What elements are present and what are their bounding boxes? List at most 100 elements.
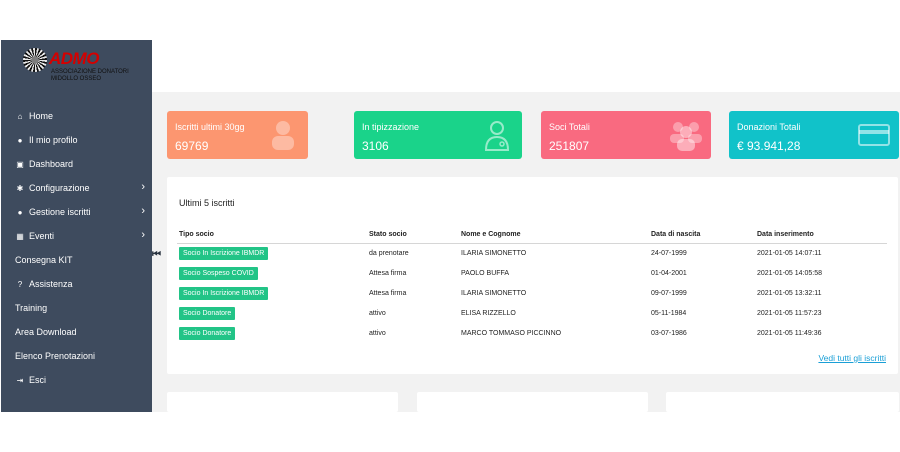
dashboard-content: ⏮ Iscritti ultimi 30gg 69769 In tipizzaz… [152, 92, 900, 412]
sidebar: ADMO ASSOCIAZIONE DONATORI MIDOLLO OSSEO… [1, 40, 152, 412]
member-name: ILARIA SIMONETTO [461, 249, 527, 257]
member-status: attivo [369, 309, 386, 317]
users-icon: ● [17, 207, 23, 217]
table-row[interactable]: Socio Sospeso COVID Attesa firma PAOLO B… [177, 263, 887, 283]
sidebar-collapse-icon[interactable]: ⏮ [152, 249, 161, 260]
sidebar-nav: ⌂ Home ● Il mio profilo ▣ Dashboard ✱ Co… [1, 104, 152, 392]
logo-brand: ADMO [49, 49, 99, 68]
sidebar-item-label: Eventi [29, 231, 55, 241]
calendar-icon: ▦ [16, 231, 24, 241]
sidebar-item-label: Area Download [15, 327, 77, 337]
doctor-icon [484, 121, 510, 151]
sidebar-item-dashboard[interactable]: ▣ Dashboard [1, 152, 152, 176]
column-header[interactable]: Data di nascita [649, 227, 755, 244]
widget-panel [417, 392, 648, 412]
sidebar-item-eventi[interactable]: ▦ Eventi › [1, 224, 152, 248]
sidebar-item-label: Dashboard [29, 159, 74, 169]
member-status: attivo [369, 329, 386, 337]
member-type-badge: Socio Donatore [179, 326, 236, 340]
sidebar-item-esci[interactable]: ⇥ Esci [1, 368, 152, 392]
member-status: Attesa firma [369, 289, 407, 297]
sidebar-item-assistenza[interactable]: ? Assistenza [1, 272, 152, 296]
sidebar-item-label: Home [29, 111, 54, 121]
sidebar-item-label: Il mio profilo [29, 135, 78, 145]
member-birth-date: 01-04-2001 [651, 269, 687, 277]
card-donazioni-totali[interactable]: Donazioni Totali € 93.941,28 [729, 111, 899, 159]
panel-title: Ultimi 5 iscritti [179, 198, 235, 208]
column-header[interactable]: Tipo socio [177, 227, 367, 244]
logo-subtitle-1: ASSOCIAZIONE DONATORI [51, 69, 129, 75]
table-row[interactable]: Socio In Iscrizione IBMDR da prenotare I… [177, 243, 887, 263]
member-name: ILARIA SIMONETTO [461, 289, 527, 297]
sidebar-item-label: Gestione iscritti [29, 207, 91, 217]
home-icon: ⌂ [17, 111, 23, 121]
sidebar-item-label: Elenco Prenotazioni [15, 351, 96, 361]
user-icon [272, 121, 294, 150]
member-inserted-date: 2021-01-05 11:49:36 [757, 329, 822, 337]
widget-panel [666, 392, 899, 412]
sidebar-item-training[interactable]: Training [1, 296, 152, 320]
sidebar-item-label: Esci [29, 375, 47, 385]
sidebar-item-configurazione[interactable]: ✱ Configurazione › [1, 176, 152, 200]
recent-members-panel: Ultimi 5 iscritti Tipo socio Stato socio… [167, 177, 898, 374]
sidebar-item-home[interactable]: ⌂ Home [1, 104, 152, 128]
member-inserted-date: 2021-01-05 13:32:11 [757, 289, 822, 297]
card-iscritti-ultimi-30gg[interactable]: Iscritti ultimi 30gg 69769 [167, 111, 308, 159]
top-bar [152, 40, 900, 92]
sidebar-item-elenco-prenotazioni[interactable]: Elenco Prenotazioni [1, 344, 152, 368]
member-birth-date: 03-07-1986 [651, 329, 687, 337]
member-inserted-date: 2021-01-05 14:07:11 [757, 249, 822, 257]
member-birth-date: 24-07-1999 [651, 249, 687, 257]
table-row[interactable]: Socio Donatore attivo MARCO TOMMASO PICC… [177, 323, 887, 343]
member-type-badge: Socio In Iscrizione IBMDR [179, 246, 269, 260]
widget-panel [167, 392, 398, 412]
admo-logo[interactable]: ADMO ASSOCIAZIONE DONATORI MIDOLLO OSSEO [23, 48, 133, 84]
card-value: 3106 [362, 139, 389, 153]
dashboard-icon: ▣ [16, 159, 24, 169]
card-in-tipizzazione[interactable]: In tipizzazione 3106 [354, 111, 522, 159]
sidebar-item-area-download[interactable]: Area Download [1, 320, 152, 344]
chevron-right-icon: › [141, 181, 145, 193]
card-label: Iscritti ultimi 30gg [175, 122, 245, 132]
card-value: 251807 [549, 139, 590, 153]
gear-icon: ✱ [16, 183, 24, 193]
member-type-badge: Socio Donatore [179, 306, 236, 320]
member-birth-date: 05-11-1984 [651, 309, 687, 317]
card-value: € 93.941,28 [737, 139, 801, 153]
user-icon: ● [17, 135, 23, 145]
sidebar-item-label: Training [15, 303, 48, 313]
member-status: Attesa firma [369, 269, 407, 277]
card-label: Donazioni Totali [737, 122, 801, 132]
chevron-right-icon: › [141, 205, 145, 217]
card-soci-totali[interactable]: Soci Totali 251807 [541, 111, 711, 159]
table-header-row: Tipo socio Stato socio Nome e Cognome Da… [177, 227, 887, 244]
chevron-right-icon: › [141, 229, 145, 241]
member-name: PAOLO BUFFA [461, 269, 510, 277]
sidebar-item-profile[interactable]: ● Il mio profilo [1, 128, 152, 152]
sidebar-item-label: Assistenza [29, 279, 73, 289]
see-all-members-link[interactable]: Vedi tutti gli iscritti [818, 353, 886, 363]
table-row[interactable]: Socio Donatore attivo ELISA RIZZELLO 05-… [177, 303, 887, 323]
logo-burst-icon [23, 48, 47, 72]
credit-card-icon [858, 124, 890, 146]
sidebar-item-label: Consegna KIT [15, 255, 73, 265]
member-type-badge: Socio Sospeso COVID [179, 266, 258, 280]
member-inserted-date: 2021-01-05 14:05:58 [757, 269, 822, 277]
member-status: da prenotare [369, 249, 409, 257]
member-name: MARCO TOMMASO PICCINNO [461, 329, 562, 337]
sidebar-item-consegna-kit[interactable]: Consegna KIT [1, 248, 152, 272]
member-type-badge: Socio In Iscrizione IBMDR [179, 286, 269, 300]
sidebar-item-gestione-iscritti[interactable]: ● Gestione iscritti › [1, 200, 152, 224]
recent-members-table: Tipo socio Stato socio Nome e Cognome Da… [177, 227, 887, 343]
member-name: ELISA RIZZELLO [461, 309, 516, 317]
question-icon: ? [17, 279, 23, 289]
member-birth-date: 09-07-1999 [651, 289, 687, 297]
column-header[interactable]: Stato socio [367, 227, 459, 244]
card-label: In tipizzazione [362, 122, 420, 132]
card-value: 69769 [175, 139, 209, 153]
column-header[interactable]: Data inserimento [755, 227, 887, 244]
column-header[interactable]: Nome e Cognome [459, 227, 649, 244]
table-row[interactable]: Socio In Iscrizione IBMDR Attesa firma I… [177, 283, 887, 303]
card-label: Soci Totali [549, 122, 590, 132]
